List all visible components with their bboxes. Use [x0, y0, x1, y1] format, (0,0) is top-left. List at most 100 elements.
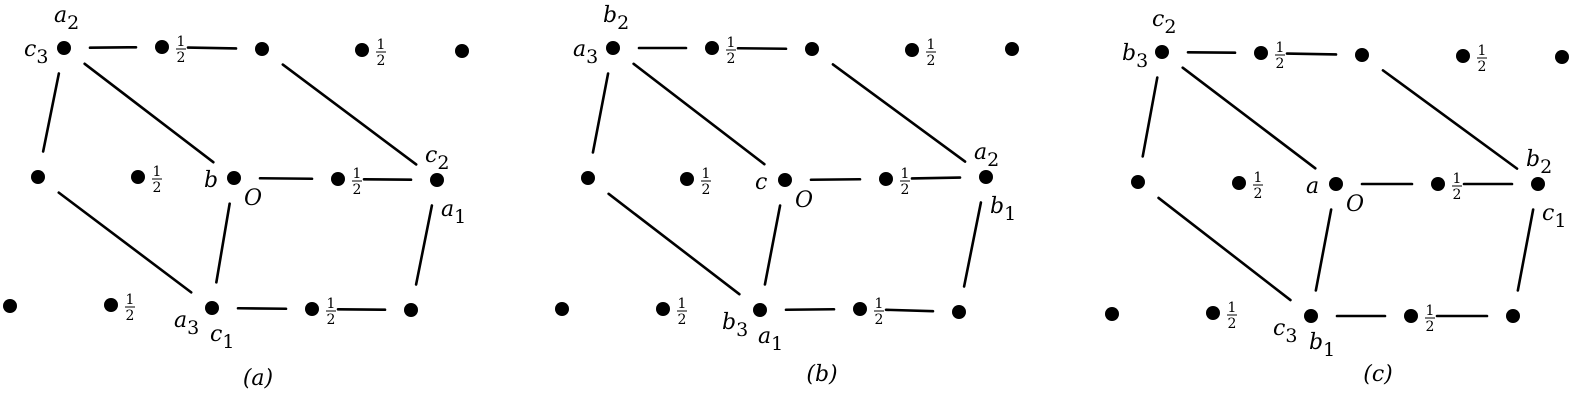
panel-c-lattice-point [1506, 309, 1520, 323]
panel-a-half-label: 12 [176, 34, 186, 66]
panel-b-edge-bottom-right [884, 308, 935, 313]
panel-c-half-label: 12 [1477, 43, 1487, 75]
panel-b-lattice-point [606, 41, 620, 55]
panel-b-half-label: 12 [900, 166, 910, 198]
panel-a-lattice-point [31, 170, 45, 184]
panel-a-edge-diag-right [281, 63, 418, 166]
panel-c-lattice-point [1555, 50, 1569, 64]
panel-b-lattice-point [905, 43, 919, 57]
panel-b-edge-diag-right [831, 63, 967, 163]
panel-a-label-right-lower: a1 [441, 197, 466, 228]
panel-c-lattice-point [1404, 309, 1418, 323]
panel-a-lattice-point [155, 40, 169, 54]
panel-a-origin-label: O [244, 186, 262, 211]
fraction-denominator: 2 [153, 180, 162, 196]
fraction-denominator: 2 [702, 182, 711, 198]
fraction-numerator: 1 [1276, 40, 1285, 56]
fraction-numerator: 1 [353, 166, 362, 182]
panel-a-half-label: 12 [152, 164, 162, 196]
panel-b-lattice-point [656, 302, 670, 316]
panel-b-lattice-point [979, 170, 993, 184]
fraction-numerator: 1 [702, 166, 711, 182]
panel-c-edge-diag-right [1381, 69, 1519, 170]
fraction-denominator: 2 [377, 53, 386, 69]
panel-c-edge-right-down [1516, 208, 1535, 292]
panel-b-half-label: 12 [677, 296, 687, 328]
fraction-numerator: 1 [377, 37, 386, 53]
panel-a-edge-center-left [258, 176, 314, 181]
fraction-numerator: 1 [1453, 171, 1462, 187]
panel-b-edge-diag-bottom [607, 192, 741, 296]
panel-b-lattice-point [680, 172, 694, 186]
panel-a-half-label: 12 [352, 166, 362, 198]
panel-c-lattice-point [1206, 306, 1220, 320]
fraction-denominator: 2 [927, 53, 936, 69]
panel-b-lattice-point [1005, 42, 1019, 56]
panel-c-half-label: 12 [1275, 40, 1285, 72]
fraction-numerator: 1 [327, 296, 336, 312]
panel-b-origin-label: O [795, 188, 813, 213]
panel-c-edge-center-down [1314, 208, 1333, 292]
panel-c-lattice-point [1232, 176, 1246, 190]
fraction-denominator: 2 [353, 182, 362, 198]
panel-c-half-label: 12 [1253, 170, 1263, 202]
fraction-denominator: 2 [126, 308, 135, 324]
panel-b-label-top-upper: b2 [603, 3, 629, 34]
panel-a-lattice-point [205, 301, 219, 315]
fraction-denominator: 2 [327, 312, 336, 328]
panel-c-lattice-point [1456, 49, 1470, 63]
panel-c-label-center: a [1306, 174, 1319, 199]
panel-a-edge-left-upper [41, 72, 61, 153]
panel-b-lattice-point [952, 305, 966, 319]
fraction-denominator: 2 [1228, 316, 1237, 332]
panel-c-edge-left-upper [1141, 76, 1159, 158]
panel-a-lattice-point [3, 299, 17, 313]
fraction-numerator: 1 [126, 292, 135, 308]
fraction-denominator: 2 [875, 312, 884, 328]
panel-a-edge-top-right [186, 46, 238, 50]
fraction-denominator: 2 [678, 312, 687, 328]
panel-a-lattice-point [404, 303, 418, 317]
panel-c-lattice-point [1131, 175, 1145, 189]
panel-b-label-center: c [755, 170, 767, 195]
panel-b-lattice-point [778, 173, 792, 187]
panel-a-edge-right-down [414, 204, 434, 286]
panel-a-lattice-point [104, 298, 118, 312]
panel-b-label-top-side: a3 [573, 37, 598, 68]
panel-b-lattice-point [853, 302, 867, 316]
panel-c-half-label: 12 [1452, 171, 1462, 203]
panel-b-label-right-lower: b1 [990, 194, 1016, 225]
fraction-numerator: 1 [727, 35, 736, 51]
panel-c-edge-top-right [1285, 52, 1338, 56]
panel-a-half-label: 12 [376, 37, 386, 69]
panel-c-edge-diag-bottom [1157, 196, 1292, 302]
fraction-denominator: 2 [1478, 59, 1487, 75]
panel-a-lattice-point [331, 172, 345, 186]
panel-c-lattice-point [1431, 177, 1445, 191]
panel-b-half-label: 12 [926, 37, 936, 69]
fraction-denominator: 2 [1276, 56, 1285, 72]
panel-a-lattice-point [57, 41, 71, 55]
fraction-numerator: 1 [927, 37, 936, 53]
fraction-denominator: 2 [1453, 187, 1462, 203]
panel-b-edge-right-down [962, 201, 983, 288]
panel-c-label-right-upper: b2 [1526, 147, 1552, 178]
panel-b-lattice-point [705, 41, 719, 55]
fraction-numerator: 1 [901, 166, 910, 182]
panel-a-label-top-upper: a2 [54, 3, 79, 34]
panel-c-lattice-point [1254, 46, 1268, 60]
panel-c-label-bottom-lower: b1 [1309, 330, 1335, 361]
panel-a-edge-center-down [215, 202, 231, 284]
panel-c-caption: (c) [1363, 362, 1393, 387]
panel-c-label-top-upper: c2 [1152, 7, 1176, 38]
panel-c-label-bottom-side: c3 [1273, 316, 1297, 347]
fraction-denominator: 2 [177, 50, 186, 66]
fraction-numerator: 1 [875, 296, 884, 312]
panel-b-edge-diag-top [632, 62, 766, 166]
panel-b-edge-left-upper [591, 72, 610, 154]
panel-a-label-right-upper: c2 [425, 143, 449, 174]
fraction-numerator: 1 [1478, 43, 1487, 59]
panel-b-half-label: 12 [701, 166, 711, 198]
